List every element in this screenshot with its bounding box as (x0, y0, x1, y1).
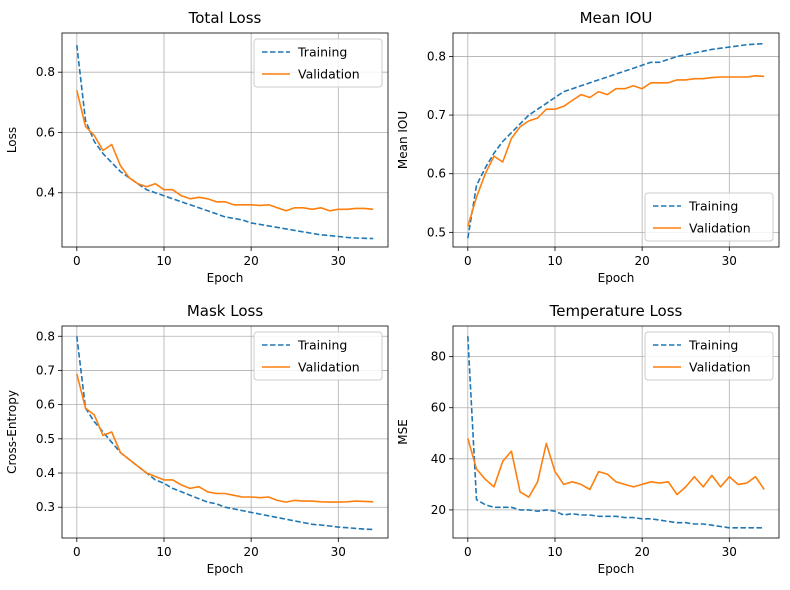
x-tick-label: 10 (547, 254, 562, 268)
series-line-training (76, 45, 374, 240)
y-axis-label: MSE (396, 419, 410, 445)
series-line-validation (76, 90, 374, 212)
x-tick-label: 30 (722, 545, 737, 559)
legend: Training Validation (644, 331, 774, 381)
series-line-validation (76, 373, 374, 503)
x-tick-label: 0 (464, 254, 472, 268)
x-tick-label: 0 (73, 545, 81, 559)
subplot-3: 0 10 20 30 0.3 0.4 0.5 0.6 0.7 0.8 Mask Loss Epoch C… (5, 302, 389, 576)
x-tick-label: 20 (244, 254, 259, 268)
x-tick-label: 0 (464, 545, 472, 559)
chart-title: Temperature Loss (549, 302, 683, 320)
y-tick-label: 0.3 (36, 500, 55, 514)
series-line-validation (467, 75, 765, 227)
legend-label-training: Training (297, 338, 347, 353)
y-tick-label: 0.8 (36, 329, 55, 343)
x-tick-label: 10 (156, 254, 171, 268)
legend-label-validation: Validation (298, 67, 360, 82)
y-axis-label: Mean IOU (396, 111, 410, 169)
y-tick-label: 40 (431, 452, 446, 466)
y-tick-label: 20 (431, 503, 446, 517)
y-axis-label: Loss (5, 127, 19, 153)
x-axis-label: Epoch (598, 562, 635, 576)
y-tick-label: 0.6 (427, 167, 446, 181)
legend-box (253, 38, 383, 88)
legend-label-training: Training (688, 338, 738, 353)
series-line-validation (467, 438, 765, 498)
y-tick-label: 60 (431, 401, 446, 415)
series-line-training (467, 336, 765, 529)
x-tick-label: 20 (244, 545, 259, 559)
series-line-training (467, 42, 765, 239)
legend-box (253, 331, 383, 381)
y-tick-label: 0.6 (36, 398, 55, 412)
plot-frame (452, 32, 780, 248)
legend-label-validation: Validation (689, 221, 751, 236)
subplot-4: 0 10 20 30 20 40 60 80 Temperature Loss Epoch MSE T… (396, 302, 780, 576)
x-tick-label: 30 (331, 545, 346, 559)
plot-frame (61, 32, 389, 248)
subplot-1: 0 10 20 30 0.4 0.6 0.8 Total Loss Epoch Loss Train… (5, 9, 389, 285)
legend: Training Validation (253, 38, 383, 88)
y-tick-label: 0.4 (36, 466, 55, 480)
y-tick-label: 0.7 (36, 363, 55, 377)
y-tick-label: 0.8 (427, 49, 446, 63)
chart-title: Total Loss (188, 9, 262, 27)
x-axis-label: Epoch (207, 271, 244, 285)
plot-frame (452, 325, 780, 539)
y-tick-label: 0.5 (427, 225, 446, 239)
legend-label-training: Training (297, 45, 347, 60)
y-axis-label: Cross-Entropy (5, 390, 19, 474)
y-tick-label: 0.4 (36, 186, 55, 200)
subplot-2: 0 10 20 30 0.5 0.6 0.7 0.8 Mean IOU Epoch Mean IOU… (396, 9, 780, 285)
x-axis-label: Epoch (207, 562, 244, 576)
legend: Training Validation (644, 192, 774, 242)
legend-label-training: Training (688, 199, 738, 214)
y-tick-label: 0.5 (36, 432, 55, 446)
x-tick-label: 0 (73, 254, 81, 268)
y-tick-label: 0.6 (36, 125, 55, 139)
legend-label-validation: Validation (298, 360, 360, 375)
x-tick-label: 10 (547, 545, 562, 559)
y-tick-label: 80 (431, 350, 446, 364)
x-tick-label: 20 (635, 254, 650, 268)
x-tick-label: 10 (156, 545, 171, 559)
legend: Training Validation (253, 331, 383, 381)
x-axis-label: Epoch (598, 271, 635, 285)
x-tick-label: 30 (331, 254, 346, 268)
legend-label-validation: Validation (689, 360, 751, 375)
legend-box (644, 331, 774, 381)
chart-title: Mask Loss (187, 302, 263, 320)
chart-title: Mean IOU (580, 9, 653, 27)
plot-frame (61, 325, 389, 539)
y-tick-label: 0.7 (427, 108, 446, 122)
legend-box (644, 192, 774, 242)
x-tick-label: 30 (722, 254, 737, 268)
x-tick-label: 20 (635, 545, 650, 559)
y-tick-label: 0.8 (36, 65, 55, 79)
